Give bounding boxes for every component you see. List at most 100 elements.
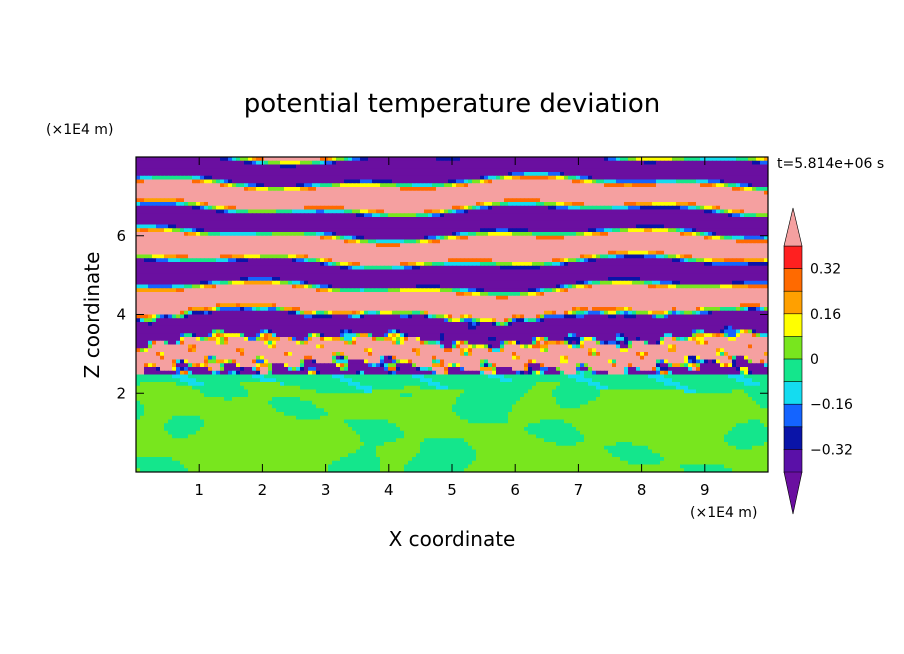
- contour-cell: [292, 194, 297, 199]
- contour-cell: [140, 175, 145, 181]
- contour-cell: [664, 172, 669, 177]
- contour-cell: [664, 164, 669, 169]
- contour-cell: [236, 235, 241, 241]
- contour-cell: [624, 228, 629, 233]
- contour-cell: [712, 213, 717, 218]
- contour-cell: [540, 247, 545, 252]
- contour-cell: [484, 217, 489, 222]
- contour-cell: [508, 273, 513, 278]
- contour-cell: [632, 187, 637, 192]
- contour-cell: [264, 235, 269, 241]
- contour-cell: [328, 198, 333, 203]
- contour-cell: [456, 250, 461, 256]
- contour-cell: [492, 262, 497, 267]
- contour-cell: [740, 194, 745, 199]
- contour-cell: [692, 187, 697, 192]
- contour-cell: [396, 217, 401, 222]
- contour-cell: [600, 265, 605, 271]
- contour-cell: [392, 265, 397, 271]
- contour-cell: [468, 183, 473, 188]
- contour-cell: [280, 254, 285, 259]
- contour-cell: [732, 164, 737, 169]
- contour-cell: [736, 205, 741, 211]
- contour-cell: [172, 187, 177, 192]
- contour-cell: [292, 269, 297, 274]
- contour-cell: [368, 183, 373, 188]
- contour-cell: [668, 213, 673, 218]
- contour-cell: [656, 190, 661, 196]
- contour-cell: [364, 187, 369, 192]
- contour-cell: [268, 273, 273, 278]
- contour-cell: [524, 187, 529, 192]
- contour-cell: [244, 187, 249, 192]
- contour-cell: [520, 172, 525, 177]
- contour-cell: [628, 254, 633, 259]
- contour-cell: [252, 265, 257, 271]
- contour-cell: [208, 235, 213, 241]
- contour-cell: [300, 202, 305, 207]
- contour-cell: [160, 202, 165, 207]
- contour-cell: [508, 205, 513, 211]
- contour-cell: [720, 160, 725, 166]
- contour-cell: [720, 172, 725, 177]
- contour-cell: [436, 239, 441, 244]
- contour-cell: [360, 213, 365, 218]
- contour-cell: [580, 194, 585, 199]
- contour-cell: [744, 164, 749, 169]
- contour-cell: [220, 172, 225, 177]
- contour-cell: [468, 247, 473, 252]
- contour-cell: [320, 228, 325, 233]
- contour-cell: [344, 250, 349, 256]
- contour-cell: [160, 172, 165, 177]
- contour-cell: [200, 160, 205, 166]
- contour-cell: [708, 187, 713, 192]
- contour-cell: [724, 164, 729, 169]
- contour-cell: [444, 232, 449, 237]
- contour-cell: [288, 220, 293, 226]
- contour-cell: [736, 262, 741, 267]
- contour-cell: [652, 232, 657, 237]
- contour-cell: [340, 273, 345, 278]
- contour-cell: [524, 190, 529, 196]
- contour-cell: [676, 160, 681, 166]
- contour-cell: [332, 187, 337, 192]
- contour-cell: [184, 254, 189, 259]
- contour-cell: [384, 168, 389, 173]
- contour-cell: [480, 243, 485, 248]
- contour-cell: [320, 224, 325, 229]
- contour-cell: [148, 232, 153, 237]
- contour-cell: [548, 183, 553, 188]
- contour-cell: [192, 217, 197, 222]
- contour-cell: [748, 239, 753, 244]
- contour-cell: [400, 273, 405, 278]
- contour-cell: [652, 202, 657, 207]
- contour-cell: [276, 179, 281, 184]
- contour-cell: [532, 175, 537, 181]
- contour-cell: [264, 172, 269, 177]
- contour-cell: [252, 209, 257, 214]
- contour-cell: [288, 258, 293, 263]
- contour-cell: [688, 254, 693, 259]
- contour-cell: [716, 202, 721, 207]
- contour-cell: [404, 224, 409, 229]
- contour-cell: [352, 220, 357, 226]
- contour-cell: [588, 194, 593, 199]
- contour-cell: [648, 194, 653, 199]
- contour-cell: [172, 247, 177, 252]
- contour-cell: [184, 224, 189, 229]
- contour-cell: [424, 209, 429, 214]
- contour-cell: [148, 273, 153, 278]
- contour-cell: [252, 213, 257, 218]
- contour-cell: [196, 250, 201, 256]
- contour-cell: [576, 262, 581, 267]
- contour-cell: [384, 224, 389, 229]
- contour-cell: [340, 157, 345, 162]
- contour-cell: [264, 224, 269, 229]
- contour-cell: [308, 164, 313, 169]
- contour-cell: [420, 228, 425, 233]
- contour-cell: [556, 243, 561, 248]
- contour-cell: [684, 183, 689, 188]
- contour-cell: [180, 190, 185, 196]
- contour-cell: [180, 157, 185, 162]
- contour-cell: [756, 175, 761, 181]
